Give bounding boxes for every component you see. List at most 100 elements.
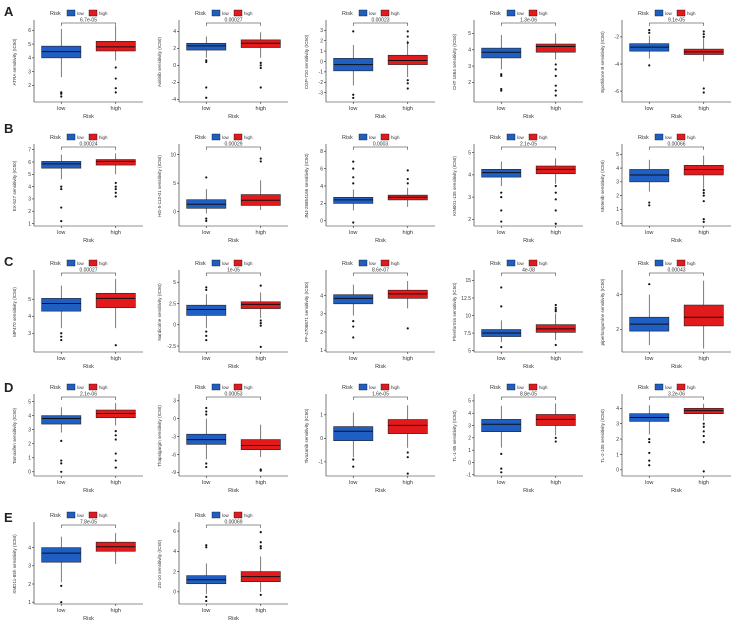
row-label-c: C [4, 254, 14, 269]
outlier-point [648, 441, 651, 444]
panel-19: Risk low high 0 1 2 3 4 TL-2-105 sensitivity (IC… [600, 383, 731, 494]
y-tick-label: 1 [28, 600, 31, 606]
y-tick-label: 0 [320, 219, 323, 225]
y-tick-label: 2 [28, 83, 31, 89]
iqr-box [481, 419, 522, 432]
outlier-point [205, 413, 208, 416]
y-tick-label: 5 [468, 31, 471, 37]
y-tick-label: 1 [616, 452, 619, 458]
legend-label-low: low [222, 11, 230, 16]
x-tick-label-low: low [349, 356, 357, 362]
outlier-point [259, 319, 262, 322]
x-tick-label-high: high [699, 480, 709, 486]
outlier-point [114, 66, 117, 69]
legend-swatch-low [211, 511, 221, 519]
x-tick-label-low: low [57, 480, 65, 486]
y-tick-label: 0 [616, 468, 619, 474]
box-high [95, 153, 136, 198]
outlier-point [60, 584, 63, 587]
p-value-label: 0.00024 [79, 142, 97, 148]
y-axis-label: TL-2-105 sensitivity (IC50) [600, 409, 605, 463]
y-tick-label: 4 [28, 314, 31, 320]
outlier-point [114, 91, 117, 94]
y-axis-label: Axitinib sensitivity (IC50) [157, 37, 162, 88]
y-tick-label: -1 [319, 70, 324, 76]
outlier-point [406, 169, 409, 172]
y-tick-label: 0 [173, 63, 176, 69]
outlier-point [406, 182, 409, 185]
y-tick-label: 4 [320, 293, 323, 299]
y-axis-label: EX-527 sensitivity (IC50) [12, 160, 17, 211]
panel-15: Risk low high 0 1 2 3 4 5 Tamoxifen sensitivity (… [12, 383, 143, 494]
x-tick-label-low: low [202, 230, 210, 236]
box-high [240, 157, 281, 210]
y-tick-label: 5 [468, 399, 471, 405]
outlier-point [406, 177, 409, 181]
legend-label-low: low [222, 261, 230, 266]
y-tick-label: 2 [320, 330, 323, 336]
outlier-point [702, 434, 705, 438]
legend-swatch-low [654, 259, 664, 267]
x-tick-label-high: high [111, 356, 121, 362]
legend-title: Risk [195, 513, 206, 519]
outlier-point [259, 160, 262, 163]
legend-title: Risk [638, 135, 649, 141]
p-value-label: 7.8e-05 [80, 520, 97, 526]
y-axis-label: Tamoxifen sensitivity (IC50) [12, 407, 17, 464]
legend-title: Risk [490, 11, 501, 17]
box-low [333, 30, 374, 99]
outlier-point [60, 338, 63, 342]
legend-swatch-low [654, 133, 664, 141]
panel-20: Risk low high 1 2 3 4 XMD11-85h sensitivity (IC… [12, 511, 143, 622]
row-label-e: E [4, 510, 13, 525]
outlier-point [205, 338, 208, 342]
outlier-point [554, 436, 557, 439]
legend-title: Risk [195, 385, 206, 391]
box-high [95, 278, 136, 347]
iqr-box [95, 41, 136, 52]
y-axis-label: Motenib sensitivity (IC50) [600, 160, 605, 212]
outlier-point [114, 187, 117, 191]
legend-label-low: low [665, 261, 673, 266]
outlier-point [60, 462, 63, 465]
legend-swatch-low [211, 383, 221, 391]
outlier-point [352, 325, 355, 328]
x-tick-label-high: high [403, 356, 413, 362]
legend-label-low: low [665, 11, 673, 16]
box-low [481, 286, 522, 349]
y-tick-label: 3 [28, 331, 31, 337]
legend-label-high: high [391, 261, 400, 266]
y-axis-label: MP470 sensitivity (IC50) [12, 287, 17, 337]
x-tick-label-low: low [497, 480, 505, 486]
panel-21: Risk low high 0 2 4 6 ZG-10 sensitivity (IC50) l… [157, 511, 288, 622]
legend-label-high: high [99, 513, 108, 518]
outlier-point [554, 343, 557, 347]
legend-swatch-high [88, 383, 98, 391]
y-tick-label: 2 [616, 437, 619, 443]
outlier-point [406, 472, 409, 475]
outlier-point [406, 79, 409, 82]
panel-4: Risk low high -6 -4 -2 Epothilone B sensitivit… [600, 9, 731, 120]
x-tick-label-low: low [645, 480, 653, 486]
outlier-point [500, 74, 503, 77]
iqr-box [240, 439, 281, 451]
outlier-point [554, 74, 557, 77]
outlier-point [60, 459, 63, 462]
row-label-a: A [4, 4, 14, 19]
outlier-point [702, 470, 705, 473]
outlier-point [60, 335, 63, 338]
box-high [240, 424, 281, 472]
legend-swatch-high [676, 383, 686, 391]
legend-title: Risk [50, 261, 61, 267]
legend-label-high: high [244, 135, 253, 140]
iqr-box [333, 426, 374, 442]
y-tick-label: 4 [28, 184, 31, 190]
outlier-point [114, 191, 117, 194]
y-tick-label: 3 [468, 64, 471, 70]
outlier-point [648, 464, 651, 467]
box-low [41, 407, 82, 473]
y-tick-label: 2 [28, 442, 31, 448]
legend-label-high: high [99, 261, 108, 266]
outlier-point [500, 191, 503, 194]
y-axis-label: piperlongumine sensitivity (IC50) [600, 278, 605, 345]
